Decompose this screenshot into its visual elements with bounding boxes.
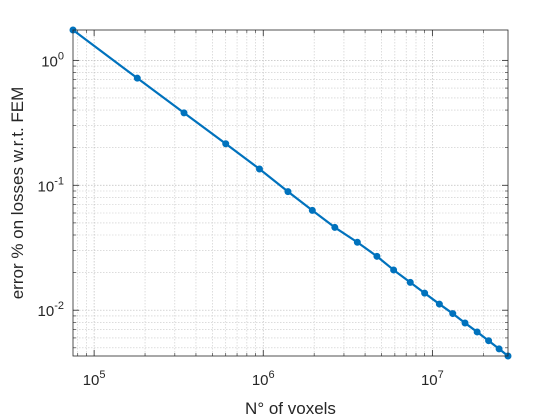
data-point [435, 300, 443, 308]
data-point [353, 238, 361, 246]
y-tick-exponent: -1 [54, 175, 64, 187]
data-point [180, 109, 188, 117]
x-tick-label: 107 [421, 369, 444, 389]
x-tick-label: 106 [252, 369, 275, 389]
data-point [331, 223, 339, 231]
y-tick-base: 10 [38, 178, 55, 195]
data-point [284, 188, 292, 196]
y-tick-exponent: -2 [54, 300, 64, 312]
x-tick-exponent: 5 [99, 369, 105, 381]
data-point [390, 266, 398, 274]
major-grid [73, 30, 508, 356]
x-tick-base: 10 [83, 372, 100, 389]
data-point [373, 252, 381, 260]
data-point [485, 337, 493, 345]
axis-ticks [73, 30, 508, 356]
data-point [495, 345, 503, 353]
data-point [406, 278, 414, 286]
series-group [69, 26, 512, 360]
data-point [461, 319, 469, 327]
minor-grid [73, 30, 508, 356]
x-tick-label: 105 [83, 369, 106, 389]
x-tick-exponent: 6 [269, 369, 275, 381]
data-point [421, 289, 429, 297]
y-tick-exponent: 0 [58, 50, 64, 62]
data-point [133, 74, 141, 82]
data-point [308, 206, 316, 214]
y-tick-base: 10 [38, 303, 55, 320]
y-tick-label: 100 [41, 50, 64, 70]
y-tick-label: 10-1 [38, 175, 64, 195]
data-point [473, 328, 481, 336]
data-point [222, 140, 230, 148]
x-tick-exponent: 7 [438, 369, 444, 381]
data-point [449, 310, 457, 318]
y-tick-label: 10-2 [38, 300, 64, 320]
x-axis-label: N° of voxels [245, 399, 336, 418]
x-tick-base: 10 [252, 372, 269, 389]
y-tick-base: 10 [41, 53, 58, 70]
y-axis-label: error % on losses w.r.t. FEM [8, 87, 27, 300]
x-tick-base: 10 [421, 372, 438, 389]
plot-frame [72, 29, 509, 357]
data-point [255, 165, 263, 173]
